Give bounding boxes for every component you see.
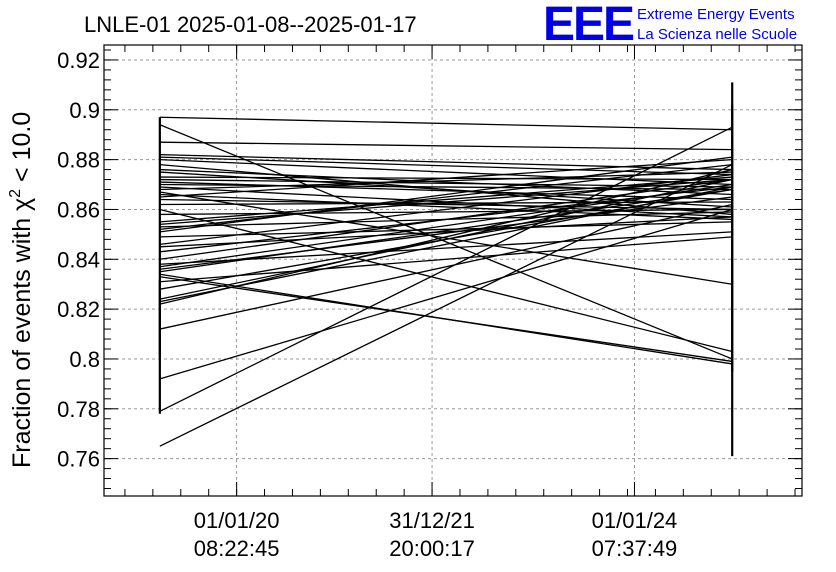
plot-frame — [103, 44, 803, 497]
y-tick-labels: 0.76 0.78 0.8 0.82 0.84 0.86 0.88 0.9 0.92 — [57, 48, 100, 472]
data-series-line — [159, 153, 733, 171]
axis-ticks — [104, 45, 802, 496]
data-series-line — [159, 173, 733, 245]
x-tick-date: 31/12/21 — [389, 508, 475, 533]
data-series-line — [159, 193, 733, 221]
data-series-line — [159, 208, 733, 380]
data-series-line — [159, 116, 733, 131]
data-series-line — [159, 141, 733, 151]
y-axis-label-main: Fraction of events with χ — [8, 198, 36, 468]
data-series-line — [159, 176, 733, 223]
y-tick-label: 0.8 — [69, 347, 100, 372]
y-tick-label: 0.76 — [57, 447, 100, 472]
x-tick-time: 20:00:17 — [389, 536, 475, 561]
y-tick-label: 0.78 — [57, 397, 100, 422]
data-series-line — [159, 183, 733, 268]
data-series-line — [159, 168, 733, 305]
data-series-line — [159, 201, 733, 206]
x-tick-date: 01/01/24 — [592, 508, 678, 533]
data-series-line — [159, 178, 733, 260]
chart-title: LNLE-01 2025-01-08--2025-01-17 — [84, 12, 417, 37]
y-tick-label: 0.86 — [57, 197, 100, 222]
y-tick-label: 0.84 — [57, 247, 100, 272]
data-series-line — [159, 183, 733, 191]
data-series-line — [159, 188, 733, 273]
data-series-line — [159, 164, 733, 447]
x-tick-time: 08:22:45 — [194, 536, 280, 561]
data-series-line — [159, 178, 733, 300]
x-tick-date: 01/01/20 — [194, 508, 280, 533]
y-axis-label-superscript: 2 — [7, 189, 24, 198]
data-series-line — [159, 156, 733, 233]
logo-line-1: Extreme Energy Events — [637, 6, 795, 23]
y-axis-label: Fraction of events with χ2 < 10.0 — [7, 112, 36, 468]
data-series-line — [159, 158, 733, 198]
data-series-line — [159, 216, 733, 248]
data-series-line — [159, 158, 733, 186]
x-tick-labels: 01/01/20 08:22:45 31/12/21 20:00:17 01/01/24… — [194, 508, 678, 561]
y-tick-label: 0.92 — [57, 48, 100, 73]
data-series-line — [159, 208, 733, 216]
error-bars — [158, 82, 734, 457]
data-series-line — [159, 198, 733, 211]
logo-line-2: La Scienza nelle Scuole — [637, 26, 797, 43]
y-tick-label: 0.9 — [69, 98, 100, 123]
data-series-line — [159, 203, 733, 330]
data-series-line — [159, 163, 733, 231]
logo-mark: EEE — [543, 0, 634, 51]
data-lines — [159, 116, 733, 447]
data-series-line — [159, 276, 733, 363]
data-series-line — [159, 221, 733, 238]
data-series-line — [159, 126, 733, 412]
data-series-line — [159, 168, 733, 196]
y-axis-label-tail: < 10.0 — [8, 112, 36, 189]
y-tick-label: 0.82 — [57, 297, 100, 322]
data-series-line — [159, 156, 733, 176]
data-series-line — [159, 186, 733, 303]
data-series-line — [159, 196, 733, 270]
data-series-line — [159, 191, 733, 285]
data-series-line — [159, 178, 733, 226]
y-tick-label: 0.88 — [57, 148, 100, 173]
data-series-line — [159, 236, 733, 283]
x-tick-time: 07:37:49 — [592, 536, 678, 561]
eee-logo: EEE Extreme Energy Events La Scienza nel… — [543, 0, 797, 51]
